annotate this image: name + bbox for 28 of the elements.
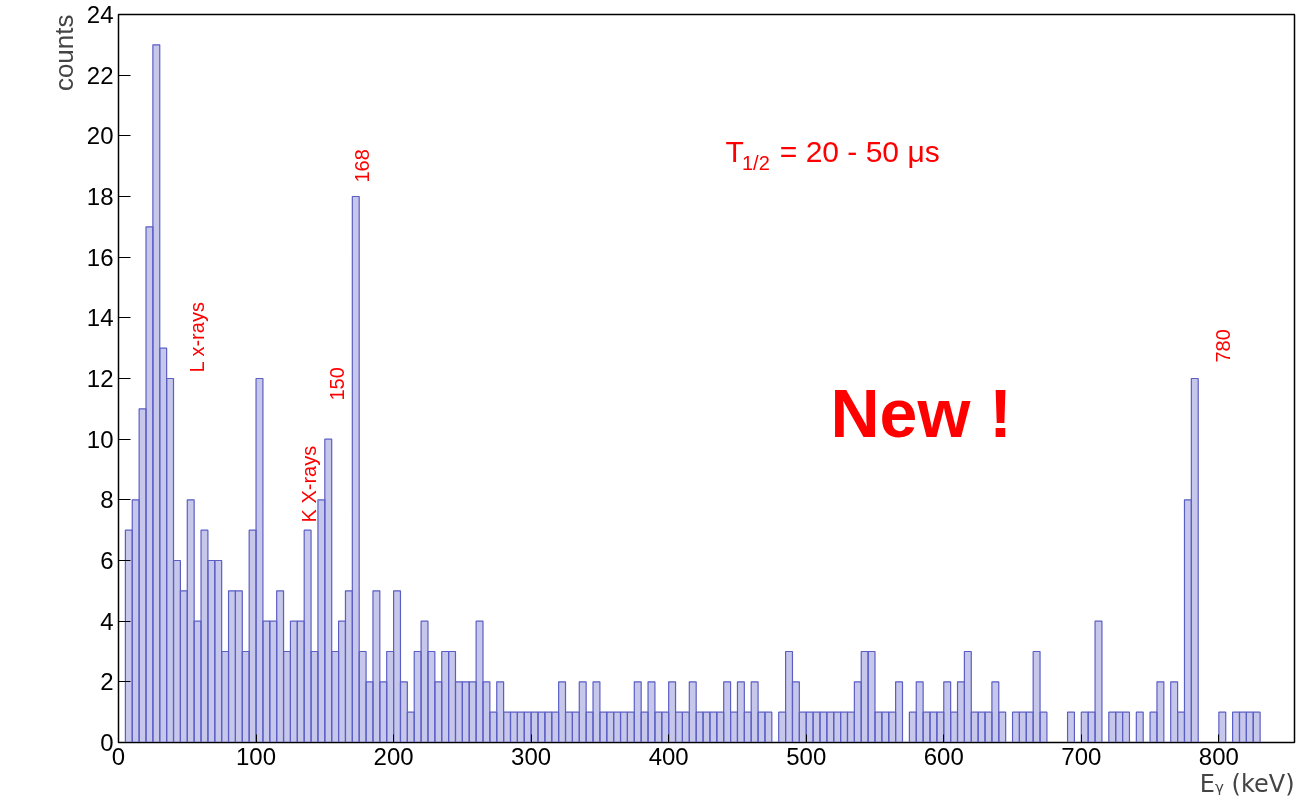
x-tick-label: 600 [923,742,964,770]
x-tick-label: 100 [236,742,277,770]
x-tick-label: 800 [1198,742,1239,770]
y-tick-label: 2 [100,668,114,696]
y-tick-label: 4 [100,607,114,635]
annotation: 168 [350,149,373,183]
y-tick-label: 24 [86,1,114,28]
x-axis-title: Eᵧ (keV) [1199,769,1295,798]
y-tick-label: 22 [86,61,114,89]
y-tick-label: 6 [100,547,114,574]
annotation: L x-rays [185,302,208,373]
y-axis-title: counts [48,14,79,92]
x-tick-label: 700 [1061,742,1102,770]
y-tick-label: 14 [86,304,114,332]
annotation: 780 [1211,329,1234,363]
y-tick-label: 20 [86,122,114,150]
annotation: New ! [830,374,1012,451]
x-tick-label: 200 [373,742,414,770]
annotation: 150 [325,367,348,401]
y-tick-label: 18 [86,183,114,210]
x-tick-label: 500 [786,742,827,770]
y-tick-label: 16 [86,243,114,271]
y-tick-label: 8 [100,486,114,514]
annotation: K X-rays [297,445,320,523]
x-tick-label: 400 [648,742,689,770]
x-tick-label: 300 [511,742,552,770]
y-tick-label: 12 [86,365,114,392]
y-tick-label: 10 [86,425,114,453]
